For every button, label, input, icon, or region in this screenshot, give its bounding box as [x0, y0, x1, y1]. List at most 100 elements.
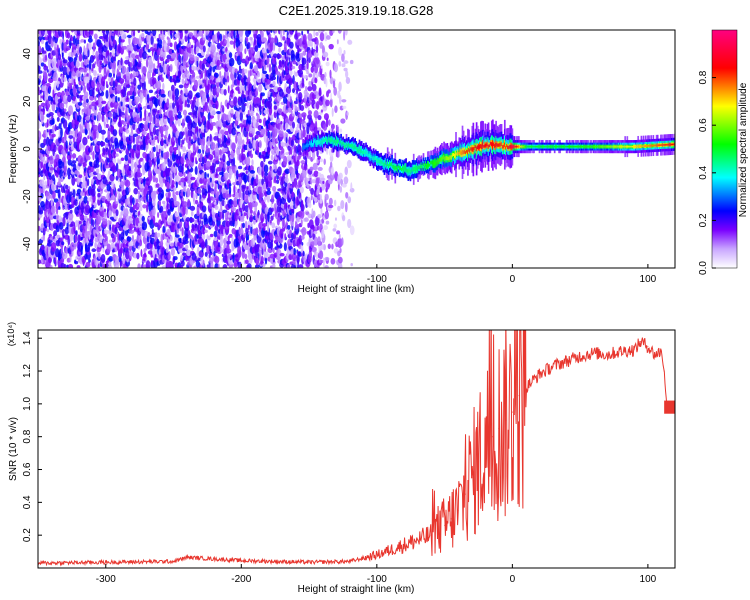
- spectrogram-noise-blob: [38, 130, 42, 141]
- spectrogram-noise-blob: [152, 215, 156, 225]
- spectrogram-noise-blob: [163, 210, 167, 218]
- spectrogram-noise-blob: [338, 172, 343, 180]
- spectrogram-noise-blob: [96, 140, 102, 146]
- spectrogram-noise-blob: [243, 174, 248, 183]
- spectrogram-noise-blob: [215, 143, 219, 149]
- spectrogram-noise-blob: [114, 233, 119, 238]
- spectrogram-noise-blob: [175, 70, 178, 76]
- spectrogram-noise-blob: [270, 114, 274, 121]
- spectrogram-noise-blob: [172, 201, 175, 209]
- spectrogram-noise-blob: [328, 197, 333, 206]
- spectrogram-noise-blob: [156, 117, 160, 125]
- spectrogram-noise-blob: [112, 129, 118, 137]
- spectrogram-noise-blob: [71, 160, 77, 164]
- spectrogram-noise-blob: [38, 64, 41, 72]
- spectrogram-noise-blob: [108, 220, 112, 225]
- spectrogram-noise-blob: [209, 202, 213, 210]
- spectrogram-noise-blob: [97, 122, 102, 132]
- spectrogram-noise-blob: [250, 221, 253, 228]
- spectrogram-noise-blob: [313, 170, 319, 178]
- spectrogram-noise-blob: [339, 128, 343, 133]
- spectrogram-noise-blob: [106, 243, 111, 254]
- spectrogram-noise-blob: [258, 84, 263, 93]
- spectrogram-noise-blob: [319, 158, 323, 163]
- spectrogram-noise-blob: [169, 30, 172, 36]
- spectrogram-noise-blob: [282, 36, 286, 41]
- spectrogram-noise-blob: [326, 57, 329, 62]
- spectrogram-noise-blob: [46, 30, 52, 36]
- spectrogram-noise-blob: [39, 179, 45, 187]
- spectrogram-noise-blob: [150, 137, 156, 144]
- spectrogram-noise-blob: [86, 43, 89, 51]
- spectrogram-noise-blob: [53, 71, 58, 82]
- spectrogram-noise-blob: [258, 118, 262, 124]
- spectrogram-noise-blob: [40, 62, 45, 67]
- spectrogram-noise-blob: [238, 228, 244, 236]
- spectrogram-noise-blob: [129, 61, 133, 68]
- spectrogram-noise-blob: [143, 252, 147, 258]
- spectrogram-noise-blob: [85, 115, 91, 121]
- spectrogram-noise-blob: [214, 262, 219, 268]
- spectrogram-noise-blob: [98, 96, 104, 107]
- spectrogram-noise-blob: [117, 179, 121, 183]
- spectrogram-noise-blob: [284, 121, 289, 131]
- spectrogram-noise-blob: [212, 86, 217, 96]
- spectrogram-noise-blob: [249, 214, 253, 222]
- spectrogram-noise-blob: [207, 83, 211, 91]
- spectrogram-noise-blob: [136, 252, 140, 260]
- spectrogram-noise-blob: [195, 41, 200, 47]
- spectrogram-noise-blob: [244, 253, 248, 260]
- spectrogram-noise-blob: [250, 153, 254, 159]
- spectrogram-noise-blob: [84, 187, 87, 192]
- spectrogram-noise-blob: [93, 201, 97, 209]
- spectrogram-noise-blob: [137, 164, 142, 169]
- spectrogram-noise-blob: [328, 43, 334, 50]
- spectrogram-noise-blob: [128, 165, 132, 172]
- spectrogram-noise-blob: [300, 105, 305, 112]
- spectrogram-noise-blob: [108, 111, 113, 118]
- spectrogram-noise-blob: [231, 88, 234, 94]
- spectrogram-noise-blob: [134, 58, 137, 65]
- spectrogram-noise-blob: [280, 120, 283, 125]
- spectrogram-noise-blob: [186, 187, 191, 198]
- spectrogram-noise-blob: [231, 206, 236, 212]
- spectrogram-noise-blob: [266, 193, 271, 203]
- spectrogram-noise-blob: [124, 179, 131, 188]
- spectrogram-noise-blob: [100, 141, 106, 147]
- spectrogram-noise-blob: [160, 36, 165, 40]
- spectrogram-noise-blob: [133, 152, 136, 160]
- spectrogram-noise-blob: [58, 206, 61, 210]
- spectrogram-noise-blob: [298, 264, 304, 268]
- spectrogram-noise-blob: [186, 103, 191, 108]
- spectrogram-noise-blob: [130, 106, 136, 110]
- spectrogram-noise-blob: [212, 44, 216, 51]
- spectrogram-noise-blob: [160, 133, 164, 138]
- spectrogram-noise-blob: [133, 252, 138, 259]
- spectrogram-noise-blob: [86, 200, 89, 206]
- spectrogram-noise-blob: [187, 198, 191, 208]
- spectrogram-noise-blob: [214, 181, 217, 192]
- spectrogram-noise-blob: [181, 139, 185, 145]
- spectrogram-noise-blob: [114, 226, 118, 235]
- spectrogram-noise-blob: [155, 144, 159, 154]
- spectrogram-noise-blob: [99, 60, 103, 66]
- spectrogram-noise-blob: [222, 153, 226, 163]
- spectrogram-noise-blob: [213, 236, 218, 242]
- spectrogram-noise-blob: [60, 127, 63, 138]
- spectrogram-noise-blob: [101, 134, 105, 141]
- spectrogram-noise-blob: [43, 65, 49, 71]
- spectrogram-noise-blob: [182, 252, 187, 256]
- spectrogram-noise-blob: [243, 75, 247, 80]
- spectrogram-noise-blob: [191, 224, 196, 232]
- spectrogram-noise-blob: [132, 197, 135, 205]
- spectrogram-noise-blob: [128, 229, 135, 234]
- spectrogram-noise-blob: [88, 35, 93, 39]
- spectrogram-noise-blob: [177, 117, 181, 127]
- spectrogram-noise-blob: [160, 93, 166, 98]
- spectrogram-noise-blob: [62, 39, 65, 43]
- spectrogram-noise-blob: [85, 224, 88, 234]
- spectrogram-noise-blob: [58, 122, 62, 130]
- spectrogram-noise-blob: [209, 114, 215, 119]
- spectrogram-noise-blob: [215, 189, 219, 200]
- spectrogram-noise-blob: [135, 84, 138, 93]
